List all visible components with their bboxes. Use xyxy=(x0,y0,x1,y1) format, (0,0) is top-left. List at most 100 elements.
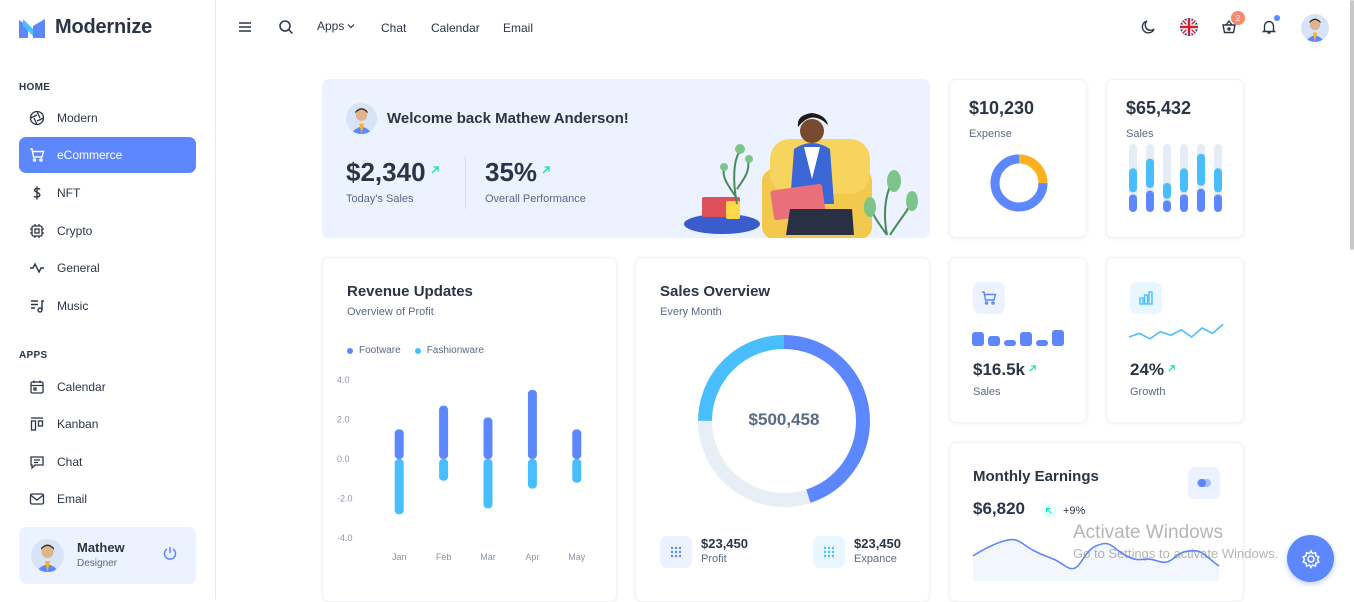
x-tick-label: May xyxy=(568,552,586,562)
small-bar xyxy=(1004,340,1016,346)
small-sales-label: Sales xyxy=(973,386,1001,398)
sidebar-item-label: NFT xyxy=(57,186,81,200)
sidebar-item-email[interactable]: Email xyxy=(19,481,196,517)
activate-windows-watermark: Activate Windows Go to Settings to activ… xyxy=(1073,522,1278,561)
bar-footware xyxy=(439,405,449,459)
moon-icon[interactable] xyxy=(1138,16,1160,38)
aperture-icon xyxy=(29,110,45,126)
legend-label: Fashionware xyxy=(426,345,484,356)
scrollbar[interactable] xyxy=(1350,0,1354,250)
growth-label: Growth xyxy=(1130,386,1166,398)
x-tick-label: Jan xyxy=(392,552,407,562)
dollar-icon xyxy=(29,185,45,201)
logo-icon xyxy=(19,18,45,38)
sales-overview-total: $500,458 xyxy=(748,410,820,429)
sidebar-item-calendar[interactable]: Calendar xyxy=(19,369,196,405)
legend-label: Footware xyxy=(359,345,401,356)
topbar-link-email[interactable]: Email xyxy=(503,21,534,35)
divider xyxy=(465,157,466,209)
bar-fashionware xyxy=(439,459,449,481)
revenue-subtitle: Overview of Profit xyxy=(347,306,434,318)
menu-icon[interactable] xyxy=(234,16,256,38)
nav-caption-home: HOME xyxy=(19,82,51,93)
sidebar-item-label: General xyxy=(57,261,100,275)
chevron-down-icon xyxy=(347,24,355,29)
expense-value: $10,230 xyxy=(969,98,1035,118)
bar-footware xyxy=(483,417,493,459)
earnings-line xyxy=(973,538,1220,570)
sidebar-item-label: Crypto xyxy=(57,224,93,238)
sidebar-item-general[interactable]: General xyxy=(19,250,196,286)
search-icon[interactable] xyxy=(275,16,297,38)
bar-fashionware xyxy=(572,459,582,483)
bar-upper xyxy=(1163,182,1171,199)
toggle-icon[interactable] xyxy=(1188,467,1220,499)
avatar[interactable] xyxy=(1301,14,1329,42)
apps-dropdown-label: Apps xyxy=(317,19,345,33)
sidebar-item-label: Email xyxy=(57,492,88,506)
monthly-earnings-card: Monthly Earnings $6,820 +9% xyxy=(949,442,1244,602)
uk-flag-icon[interactable] xyxy=(1178,16,1200,38)
sidebar-item-label: Music xyxy=(57,299,89,313)
donut-slice xyxy=(698,335,870,507)
sidebar-item-crypto[interactable]: Crypto xyxy=(19,213,196,249)
revenue-bar-chart: 4.0 2.0 0.0 -2.0 -4.0 Jan Feb Mar Apr May xyxy=(337,375,586,562)
watermark-title: Activate Windows xyxy=(1073,522,1223,543)
legend-item-fashionware: Fashionware xyxy=(414,345,484,356)
grid-dots-icon xyxy=(660,536,692,568)
cart-count-badge: 2 xyxy=(1231,11,1245,25)
bar-fashionware xyxy=(483,459,493,509)
kanban-icon xyxy=(29,416,45,432)
apps-dropdown[interactable]: Apps xyxy=(317,19,355,33)
small-sales-value: $16.5k xyxy=(973,360,1025,379)
growth-card: 24% Growth xyxy=(1106,257,1244,423)
avatar[interactable] xyxy=(31,539,64,572)
basket-icon[interactable] xyxy=(1218,16,1240,38)
bar-lower xyxy=(1197,188,1205,212)
performance-label: Overall Performance xyxy=(485,193,586,205)
power-icon[interactable] xyxy=(162,545,178,566)
expance-label: Expance xyxy=(854,553,897,565)
arrow-up-right-icon xyxy=(542,166,550,174)
activity-icon xyxy=(29,260,45,276)
topbar-link-calendar[interactable]: Calendar xyxy=(431,21,480,35)
sales-card: $65,432 Sales xyxy=(1106,79,1244,238)
growth-line-chart xyxy=(1128,323,1224,340)
profile-name: Mathew xyxy=(77,540,125,555)
legend-item-footware: Footware xyxy=(347,345,401,356)
sidebar-item-label: eCommerce xyxy=(57,148,123,162)
sidebar-item-modern[interactable]: Modern xyxy=(19,100,196,136)
y-tick-label: 4.0 xyxy=(337,375,350,385)
logo[interactable]: Modernize xyxy=(19,16,152,39)
sidebar-item-ecommerce[interactable]: eCommerce xyxy=(19,137,196,173)
mail-icon xyxy=(29,491,45,507)
bar-footware xyxy=(572,429,582,459)
expense-card: $10,230 Expense xyxy=(949,79,1087,238)
grid-dots-icon xyxy=(813,536,845,568)
settings-fab[interactable] xyxy=(1287,535,1334,582)
arrow-up-left-icon xyxy=(1042,504,1056,518)
small-sales-card: $16.5k Sales xyxy=(949,257,1087,423)
x-tick-label: Feb xyxy=(436,552,452,562)
calendar-icon xyxy=(29,379,45,395)
sales-overview-subtitle: Every Month xyxy=(660,306,722,318)
profit-label: Profit xyxy=(701,553,727,565)
performance-value: 35% xyxy=(485,157,538,187)
sidebar-item-music[interactable]: Music xyxy=(19,288,196,324)
sidebar-item-chat[interactable]: Chat xyxy=(19,444,196,480)
topbar-link-chat[interactable]: Chat xyxy=(381,21,407,35)
chat-icon xyxy=(29,454,45,470)
sidebar: Modernize HOME Modern eCommerce NFT Cryp… xyxy=(0,0,216,599)
sales-overview-card: Sales Overview Every Month $500,458 $23,… xyxy=(635,257,930,602)
bar-lower xyxy=(1163,200,1171,212)
bar-fashionware xyxy=(394,459,404,515)
sidebar-item-kanban[interactable]: Kanban xyxy=(19,406,196,442)
expense-donut-chart xyxy=(990,154,1048,212)
bell-icon[interactable] xyxy=(1258,16,1280,38)
small-bar xyxy=(1036,340,1048,346)
sidebar-item-nft[interactable]: NFT xyxy=(19,175,196,211)
sales-value: $65,432 xyxy=(1126,98,1192,118)
monthly-earnings-area-chart xyxy=(973,538,1220,581)
bar-lower xyxy=(1214,194,1222,212)
donut-slice xyxy=(698,335,870,507)
